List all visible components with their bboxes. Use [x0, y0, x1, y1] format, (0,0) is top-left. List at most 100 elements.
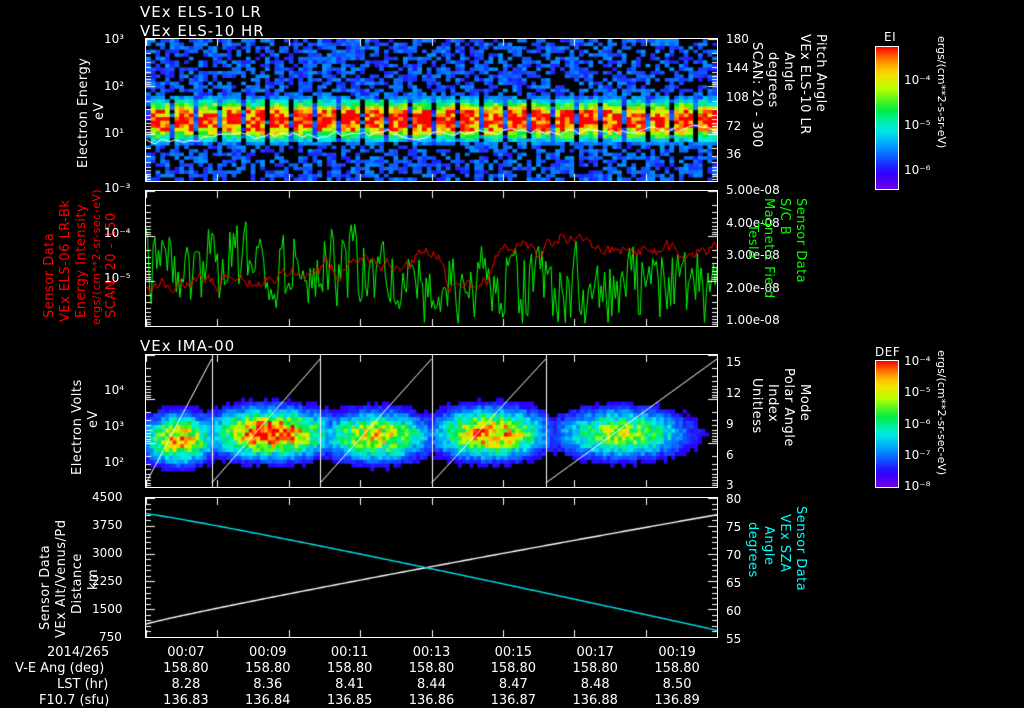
- bottom-lst-2: 8.41: [335, 677, 365, 692]
- bottom-row-label-lst: LST (hr): [57, 677, 109, 692]
- bottom-f107-4: 136.87: [490, 693, 537, 708]
- panel4-rtick-3: 65: [726, 576, 742, 590]
- panel1-rtick-3: 72: [726, 119, 742, 133]
- bottom-f107-0: 136.83: [163, 693, 209, 708]
- panel3-rtick-4: 3: [726, 478, 734, 492]
- bottom-f107-6: 136.89: [654, 693, 700, 708]
- colorbar-2-tick-3: 10⁻⁷: [904, 448, 931, 462]
- panel1-title-lr: VEx ELS-10 LR: [140, 3, 262, 21]
- panel4-right-axis-label-3: Angle: [761, 526, 776, 566]
- panel3-ytick-2: 10²: [104, 455, 125, 469]
- bottom-time-4: 00:15: [494, 645, 533, 660]
- panel3-ytick-1: 10³: [104, 419, 125, 433]
- panel4-left-axis-label-2: VEx Alt/Venus/Pd: [54, 519, 69, 638]
- bottom-row-label-veang: V-E Ang (deg): [15, 661, 105, 676]
- panel2-left-axis-label-3: Energy Intensity: [74, 203, 89, 318]
- panel3-title: VEx IMA-00: [140, 337, 236, 355]
- bottom-row-label-date: 2014/265: [47, 645, 110, 660]
- panel2-right-axis-label-1: Sensor Data: [793, 198, 808, 284]
- ima-spectrogram-canvas: [146, 355, 717, 487]
- panel4-rtick-4: 60: [726, 604, 742, 618]
- bottom-ve-ang-1: 158.80: [245, 661, 291, 676]
- bottom-lst-6: 8.50: [662, 677, 692, 692]
- colorbar-1-tick-1: 10⁻⁵: [904, 118, 931, 132]
- panel2-rtick-0: 5.00e-08: [726, 183, 780, 197]
- bottom-lst-1: 8.36: [253, 677, 283, 692]
- panel4-rtick-5: 55: [726, 632, 742, 646]
- bottom-ve-ang-3: 158.80: [408, 661, 455, 676]
- panel4-rtick-2: 70: [726, 548, 742, 562]
- panel1-right-axis-label-5: SCAN: 20 - 300: [749, 42, 764, 148]
- panel4-ytick-2: 3000: [92, 546, 123, 560]
- bottom-time-0: 00:07: [167, 645, 205, 660]
- panel1-rtick-0: 180: [726, 32, 749, 46]
- colorbar-2-unit: ergs/(cm**2-sr-sec-eV): [935, 350, 948, 476]
- bottom-ve-ang-4: 158.80: [490, 661, 537, 676]
- bottom-lst-4: 8.47: [498, 677, 528, 692]
- panel4-left-axis-label-1: Sensor Data: [38, 544, 53, 630]
- colorbar-2-tick-2: 10⁻⁶: [904, 417, 931, 431]
- panel2-rtick-2: 3.00e-08: [726, 248, 780, 262]
- panel3-rtick-1: 12: [726, 386, 742, 400]
- panel3-right-axis-label-2: Polar Angle: [781, 368, 796, 447]
- panel3-right-axis-label-4: Unitless: [749, 378, 764, 434]
- panel4-right-axis-label-1: Sensor Data: [793, 506, 808, 592]
- colorbar-2-tick-4: 10⁻⁸: [904, 479, 931, 493]
- bottom-f107-3: 136.86: [408, 693, 455, 708]
- panel1-title-hr: VEx ELS-10 HR: [140, 22, 265, 40]
- panel3-right-axis-label-3: Index: [765, 384, 780, 423]
- altitude-sza-canvas: [146, 498, 717, 637]
- energy-magfield-canvas: [146, 191, 717, 326]
- colorbar-1-title: EI: [884, 30, 897, 44]
- panel2-ytick-0: 10⁻³: [104, 181, 131, 195]
- panel4-right-axis-label-4: degrees: [745, 522, 760, 578]
- panel3-rtick-3: 6: [726, 448, 734, 462]
- panel4-rtick-0: 80: [726, 492, 742, 506]
- panel4-ytick-4: 1500: [92, 602, 123, 616]
- panel3-rtick-2: 9: [726, 417, 734, 431]
- panel4-ytick-0: 4500: [92, 490, 123, 504]
- bottom-ve-ang-5: 158.80: [572, 661, 618, 676]
- bottom-ve-ang-0: 158.80: [163, 661, 209, 676]
- panel3-ytick-0: 10⁴: [104, 383, 125, 397]
- panel2-left-axis-label-2: VEx ELS-06 LR-Bk: [58, 199, 73, 322]
- colorbar-2-title: DEF: [875, 345, 901, 359]
- bottom-lst-0: 8.28: [171, 677, 201, 692]
- panel1-ytick-2: 10¹: [104, 126, 125, 140]
- panel1-left-axis-label-2: eV: [92, 102, 107, 120]
- colorbar-2-tick-0: 10⁻⁴: [904, 354, 931, 368]
- colorbar-1-tick-2: 10⁻⁶: [904, 163, 931, 177]
- bottom-lst-3: 8.44: [417, 677, 446, 692]
- panel4-ytick-1: 3750: [92, 518, 123, 532]
- panel4-left-axis-label-3: Distance: [70, 553, 85, 614]
- bottom-f107-1: 136.84: [245, 693, 291, 708]
- panel3-rtick-0: 15: [726, 355, 742, 369]
- bottom-f107-5: 136.88: [572, 693, 618, 708]
- bottom-lst-5: 8.48: [580, 677, 610, 692]
- panel1-right-axis-label-4: degrees: [765, 52, 780, 108]
- panel2-rtick-4: 1.00e-08: [726, 313, 780, 327]
- panel1-left-axis-label-1: Electron Energy: [76, 57, 91, 168]
- bottom-time-1: 00:09: [249, 645, 287, 660]
- bottom-time-5: 00:17: [576, 645, 614, 660]
- panel2-right-axis-label-4: Tesla: [745, 224, 760, 259]
- panel2-left-axis-label-4: ergs/(cm**2-sr-sec-eV): [90, 188, 103, 325]
- panel2-ytick-2: 10⁻⁵: [104, 271, 131, 285]
- bottom-row-label-f107: F10.7 (sfu): [39, 693, 110, 708]
- bottom-time-3: 00:13: [412, 645, 451, 660]
- colorbar-1-unit: ergs/(cm**2-s-sr-eV): [935, 36, 948, 149]
- panel2-right-axis-label-2: S/C B: [777, 198, 792, 236]
- panel2-left-axis-label-1: Sensor Data: [42, 232, 57, 318]
- panel1-ytick-1: 10²: [104, 79, 125, 93]
- panel4-ytick-5: 750: [99, 630, 122, 644]
- colorbar-2: [875, 360, 899, 488]
- panel1-right-axis-label-2: VEx ELS-10 LR: [797, 34, 812, 135]
- panel4-ytick-3: 2250: [92, 574, 123, 588]
- panel3-left-axis-label-2: eV: [86, 410, 101, 428]
- panel4-rtick-1: 75: [726, 520, 742, 534]
- panel1-right-axis-label-3: Angle: [781, 52, 796, 92]
- panel3-right-axis-label-1: Mode: [797, 384, 812, 422]
- panel2-rtick-3: 2.00e-08: [726, 281, 780, 295]
- panel1-rtick-4: 36: [726, 147, 742, 161]
- colorbar-1-tick-0: 10⁻⁴: [904, 73, 931, 87]
